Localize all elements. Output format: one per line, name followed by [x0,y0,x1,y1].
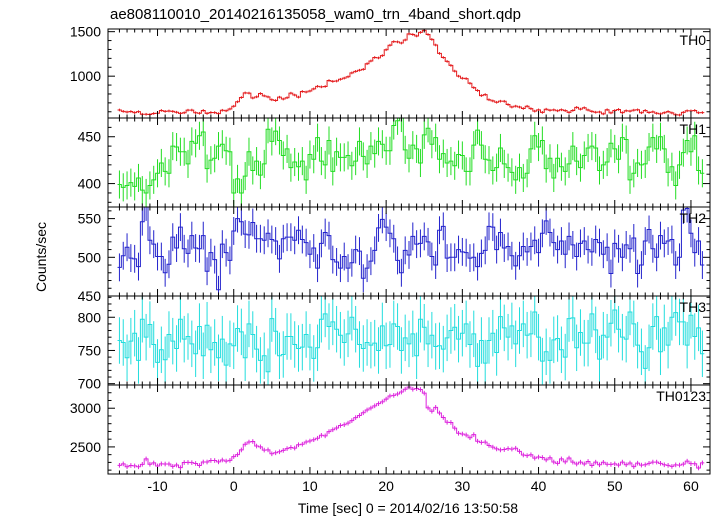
series-th1 [117,118,705,207]
panel-frame [107,28,711,119]
panel-th1: 400 450 TH1 [78,117,711,208]
y-tick-label: 450 [78,288,102,304]
x-axis-label: Time [sec] 0 = 2014/02/16 13:50:58 [298,500,518,516]
step-line [117,207,705,291]
y-tick-label: 3000 [70,400,101,416]
step-line [117,29,705,116]
panel-label: TH0 [680,32,707,48]
step-line [117,386,705,469]
y-tick-label: 700 [78,376,102,392]
step-line [117,118,705,194]
panel-th0: 1000 1500 TH0 [70,24,711,119]
x-tick-label: -10 [147,478,167,494]
x-tick-label: 30 [455,478,471,494]
series-th0 [117,29,705,117]
x-tick-label: 0 [230,478,238,494]
x-tick-label: 50 [607,478,623,494]
x-tick-label: 10 [302,478,318,494]
y-tick-label: 750 [78,342,102,358]
y-tick-label: 800 [78,309,102,325]
y-tick-label: 1500 [70,24,101,40]
panel-frame [107,384,711,475]
x-tick-label: 40 [531,478,547,494]
panel-th0123: 2500 3000 TH0123 [70,384,711,475]
y-tick-label: 500 [78,249,102,265]
panel-label: TH3 [680,299,707,315]
panel-th2: 450 500 550 TH2 [78,206,711,304]
step-line [117,309,705,373]
y-tick-label: 550 [78,211,102,227]
y-tick-label: 450 [78,129,102,145]
series-th3 [117,296,705,385]
panel-label: TH1 [680,121,707,137]
panel-label: TH2 [680,210,707,226]
y-tick-label: 1000 [70,68,101,84]
y-tick-label: 2500 [70,439,101,455]
y-tick-label: 400 [78,176,102,192]
x-tick-label: 20 [378,478,394,494]
series-th2 [117,207,705,296]
y-axis-label: Counts/sec [33,222,49,292]
series-th0123 [117,385,705,471]
plot-title: ae808110010_20140216135058_wam0_trn_4ban… [110,6,521,23]
panel-th3: 700 750 800 TH3 [78,295,711,392]
x-tick-label: 60 [683,478,699,494]
panel-label: TH0123 [656,388,706,404]
